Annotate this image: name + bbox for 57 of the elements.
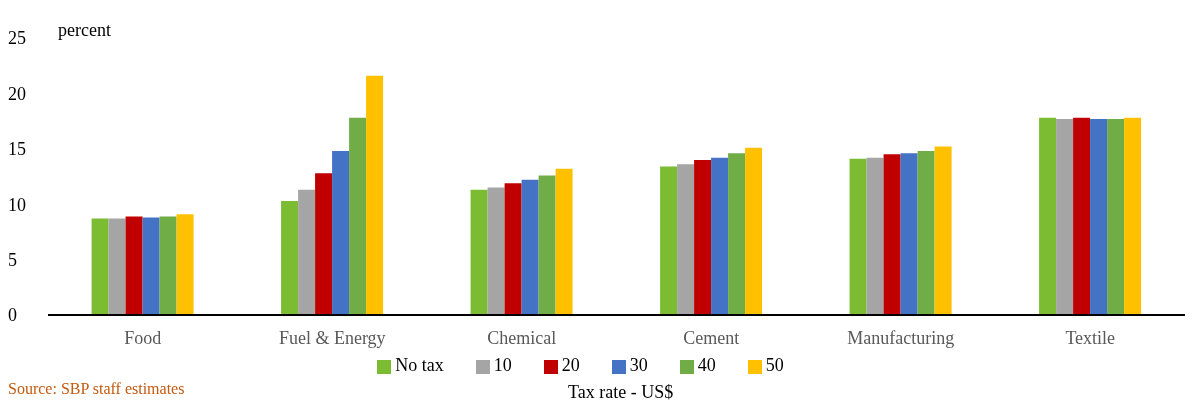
bar bbox=[281, 200, 299, 315]
bar bbox=[849, 158, 867, 315]
bar bbox=[159, 216, 177, 315]
x-tick-label: Cement bbox=[683, 327, 740, 348]
bar bbox=[900, 153, 918, 315]
bar bbox=[108, 218, 126, 315]
y-axis-title: percent bbox=[58, 20, 111, 41]
bar bbox=[1056, 118, 1074, 315]
bar bbox=[1090, 118, 1108, 315]
bar bbox=[538, 175, 556, 315]
bar bbox=[1124, 117, 1142, 315]
y-tick-label: 10 bbox=[8, 194, 26, 215]
bar bbox=[298, 189, 316, 315]
bar bbox=[711, 157, 729, 315]
bar bbox=[349, 117, 367, 315]
bar bbox=[728, 153, 746, 315]
bar bbox=[934, 146, 952, 315]
bar bbox=[745, 147, 763, 315]
bar bbox=[694, 159, 712, 315]
bar bbox=[332, 151, 350, 315]
bar bbox=[315, 173, 333, 315]
y-tick-label: 15 bbox=[8, 139, 26, 160]
legend-label: 30 bbox=[629, 355, 648, 375]
x-tick-label: Fuel & Energy bbox=[278, 327, 386, 348]
bar bbox=[366, 75, 384, 315]
legend-label: 10 bbox=[493, 355, 512, 375]
source-note: Source: SBP staff estimates bbox=[8, 380, 185, 398]
bar bbox=[504, 183, 522, 315]
bar bbox=[142, 217, 160, 315]
legend-label: 20 bbox=[561, 355, 580, 375]
x-tick-label: Textile bbox=[1065, 327, 1116, 348]
bar bbox=[1039, 117, 1057, 315]
x-tick-label: Manufacturing bbox=[847, 327, 955, 348]
y-tick-label: 25 bbox=[8, 28, 26, 49]
bar bbox=[1073, 117, 1091, 315]
y-tick-label: 20 bbox=[8, 83, 26, 104]
legend-label: 50 bbox=[765, 355, 784, 375]
bar bbox=[883, 154, 901, 315]
x-tick-label: Chemical bbox=[487, 327, 557, 348]
bar bbox=[470, 189, 488, 315]
x-tick-label: Food bbox=[124, 327, 162, 348]
bar bbox=[555, 168, 573, 315]
bar bbox=[487, 187, 505, 315]
legend-label: No tax bbox=[395, 355, 444, 375]
bar bbox=[91, 218, 109, 315]
x-axis-title: Tax rate - US$ bbox=[568, 382, 674, 403]
y-tick-label: 5 bbox=[8, 249, 17, 270]
legend-label: 40 bbox=[697, 355, 716, 375]
y-tick-label: 0 bbox=[8, 305, 17, 326]
bar bbox=[176, 214, 194, 315]
bar bbox=[125, 216, 143, 315]
bar bbox=[677, 164, 695, 315]
bar bbox=[521, 179, 539, 315]
bar bbox=[917, 151, 935, 315]
bar bbox=[1107, 118, 1125, 315]
bar bbox=[660, 166, 678, 315]
bar bbox=[866, 157, 884, 315]
